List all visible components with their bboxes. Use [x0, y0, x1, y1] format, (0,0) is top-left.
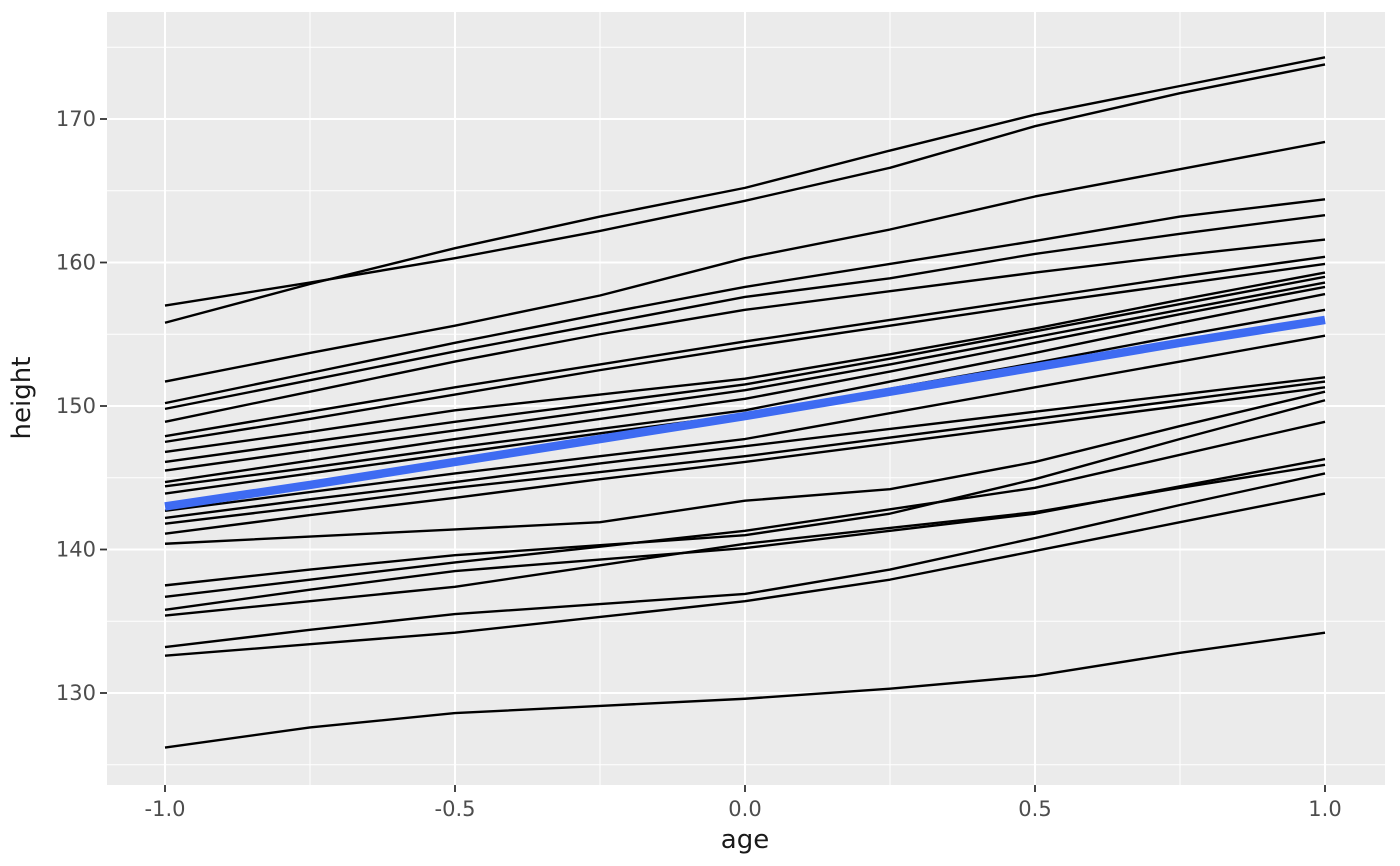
y-axis-title: height — [7, 357, 37, 440]
height-line — [164, 492, 1326, 657]
y-tick-label: 160 — [56, 251, 96, 275]
height-line — [164, 271, 1326, 454]
x-axis-title: age — [721, 825, 769, 855]
tick-labels: -1.0 -0.5 0.0 0.5 1.0 130 140 150 160 170 — [56, 107, 1342, 821]
x-tick-label: -1.0 — [145, 797, 186, 821]
tick-marks — [100, 118, 1326, 792]
height-line — [164, 262, 1326, 444]
height-line — [164, 399, 1326, 587]
y-tick-label: 150 — [56, 394, 96, 418]
height-line — [164, 376, 1326, 520]
height-line — [164, 472, 1326, 649]
mean-height-line — [164, 315, 1326, 511]
height-line — [164, 275, 1326, 464]
x-tick-label: 0.0 — [728, 797, 761, 821]
height-lines-group — [164, 56, 1326, 749]
height-line — [164, 198, 1326, 405]
height-line — [164, 238, 1326, 423]
major-gridlines — [107, 12, 1385, 785]
height-line — [164, 281, 1326, 472]
x-tick-label: 1.0 — [1308, 797, 1341, 821]
y-tick-label: 170 — [56, 107, 96, 131]
height-line — [164, 63, 1326, 307]
height-line — [164, 420, 1326, 599]
height-line — [164, 390, 1326, 545]
height-line — [164, 463, 1326, 617]
height-line — [164, 380, 1326, 525]
height-line — [164, 292, 1326, 488]
height-line — [164, 386, 1326, 535]
height-line — [164, 255, 1326, 438]
x-tick-label: -0.5 — [435, 797, 476, 821]
y-tick-label: 130 — [56, 681, 96, 705]
height-line — [164, 140, 1326, 383]
x-tick-label: 0.5 — [1018, 797, 1051, 821]
height-line — [164, 334, 1326, 512]
height-line — [164, 56, 1326, 324]
height-line — [164, 631, 1326, 749]
height-line — [164, 285, 1326, 484]
mean-line-group — [164, 315, 1326, 511]
height-line — [164, 213, 1326, 411]
y-tick-label: 140 — [56, 538, 96, 562]
